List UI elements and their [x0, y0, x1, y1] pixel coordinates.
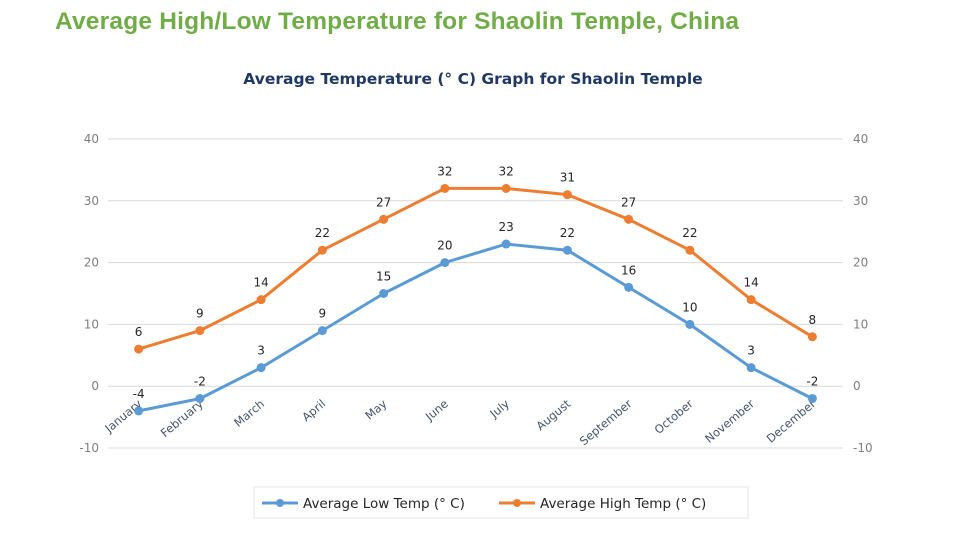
data-point — [440, 258, 450, 268]
legend-marker-low — [276, 499, 284, 507]
legend-label-high: Average High Temp (° C) — [540, 496, 706, 512]
data-point — [379, 214, 389, 224]
data-point — [562, 245, 572, 255]
x-tick-label: September — [577, 396, 635, 448]
data-point — [256, 295, 266, 305]
series-line-low — [137, 242, 814, 413]
x-tick-label: June — [422, 397, 451, 424]
data-point — [746, 363, 756, 373]
y-tick-label-right: 40 — [853, 132, 868, 146]
x-tick-label: October — [652, 396, 696, 436]
data-point — [562, 190, 572, 200]
data-point — [746, 295, 756, 305]
data-label: 14 — [253, 276, 268, 290]
legend-label-low: Average Low Temp (° C) — [303, 496, 465, 512]
legend: Average Low Temp (° C) Average High Temp … — [253, 486, 749, 519]
data-label: 27 — [376, 195, 391, 209]
x-tick-label: November — [702, 396, 757, 445]
data-label: 9 — [319, 307, 327, 321]
data-label: 32 — [498, 164, 513, 178]
x-tick-label: July — [486, 396, 512, 421]
series-line-high — [137, 186, 814, 351]
data-label: 27 — [621, 195, 636, 209]
data-label: 9 — [196, 307, 204, 321]
data-label: 16 — [621, 263, 636, 277]
data-point — [807, 394, 817, 404]
data-point — [685, 319, 695, 329]
y-tick-label-left: 40 — [84, 132, 99, 146]
y-tick-label-right: 10 — [853, 317, 868, 331]
gridlines — [108, 138, 843, 449]
x-tick-label: January — [101, 396, 144, 436]
data-label: 3 — [257, 344, 265, 358]
x-tick-label: May — [362, 396, 389, 422]
data-label: 32 — [437, 164, 452, 178]
data-label: 3 — [747, 344, 755, 358]
data-point — [501, 183, 511, 193]
page-title: Average High/Low Temperature for Shaolin… — [55, 8, 740, 35]
x-tick-label: March — [231, 397, 267, 430]
x-tick-label: August — [533, 396, 573, 433]
series-markers — [134, 183, 817, 416]
data-label: -4 — [133, 387, 145, 401]
data-point — [134, 406, 144, 416]
data-label: 8 — [809, 313, 817, 327]
y-tick-label-left: 20 — [84, 256, 99, 270]
y-tick-label-right: 20 — [853, 256, 868, 270]
chart-title: Average Temperature (° C) Graph for Shao… — [243, 70, 702, 88]
data-point — [685, 245, 695, 255]
data-point — [379, 289, 389, 298]
data-point — [624, 214, 634, 224]
data-point — [807, 332, 817, 342]
data-point — [134, 344, 144, 354]
data-label: 10 — [682, 300, 697, 314]
data-label: 20 — [437, 239, 452, 253]
data-label: -2 — [806, 375, 818, 389]
y-tick-label-left: 0 — [91, 379, 99, 393]
data-label: 23 — [498, 220, 513, 234]
x-tick-label: December — [764, 396, 819, 445]
legend-marker-high — [513, 499, 521, 507]
data-point — [440, 183, 450, 193]
y-axis-left: -10 0 10 20 30 40 — [79, 132, 99, 455]
y-tick-label-right: 0 — [853, 379, 861, 393]
y-tick-label-left: 10 — [84, 317, 99, 331]
x-axis: January February March April May June July Augu… — [101, 396, 818, 448]
data-point — [624, 282, 634, 292]
data-point — [256, 363, 266, 373]
data-labels: -4 -2 3 9 15 20 23 22 16 10 3 -2 6 9 14 22 27 32 32 31 27 22 1… — [133, 164, 819, 400]
y-tick-label-right: -10 — [853, 441, 873, 455]
data-label: 22 — [315, 226, 330, 240]
data-point — [195, 326, 205, 336]
data-label: 22 — [682, 226, 697, 240]
series-lines — [137, 186, 814, 413]
data-label: 14 — [743, 276, 758, 290]
y-tick-label-right: 30 — [853, 194, 868, 208]
data-point — [195, 394, 205, 404]
data-label: 22 — [560, 226, 575, 240]
y-tick-label-left: -10 — [79, 441, 99, 455]
data-point — [317, 245, 327, 255]
data-label: 15 — [376, 270, 391, 284]
x-tick-label: April — [299, 397, 328, 425]
data-label: 6 — [135, 325, 143, 339]
data-point — [317, 326, 327, 336]
y-tick-label-left: 30 — [84, 194, 99, 208]
y-axis-right: -10 0 10 20 30 40 — [853, 132, 873, 455]
data-label: -2 — [194, 375, 206, 389]
data-point — [501, 239, 511, 249]
data-label: 31 — [560, 171, 575, 185]
